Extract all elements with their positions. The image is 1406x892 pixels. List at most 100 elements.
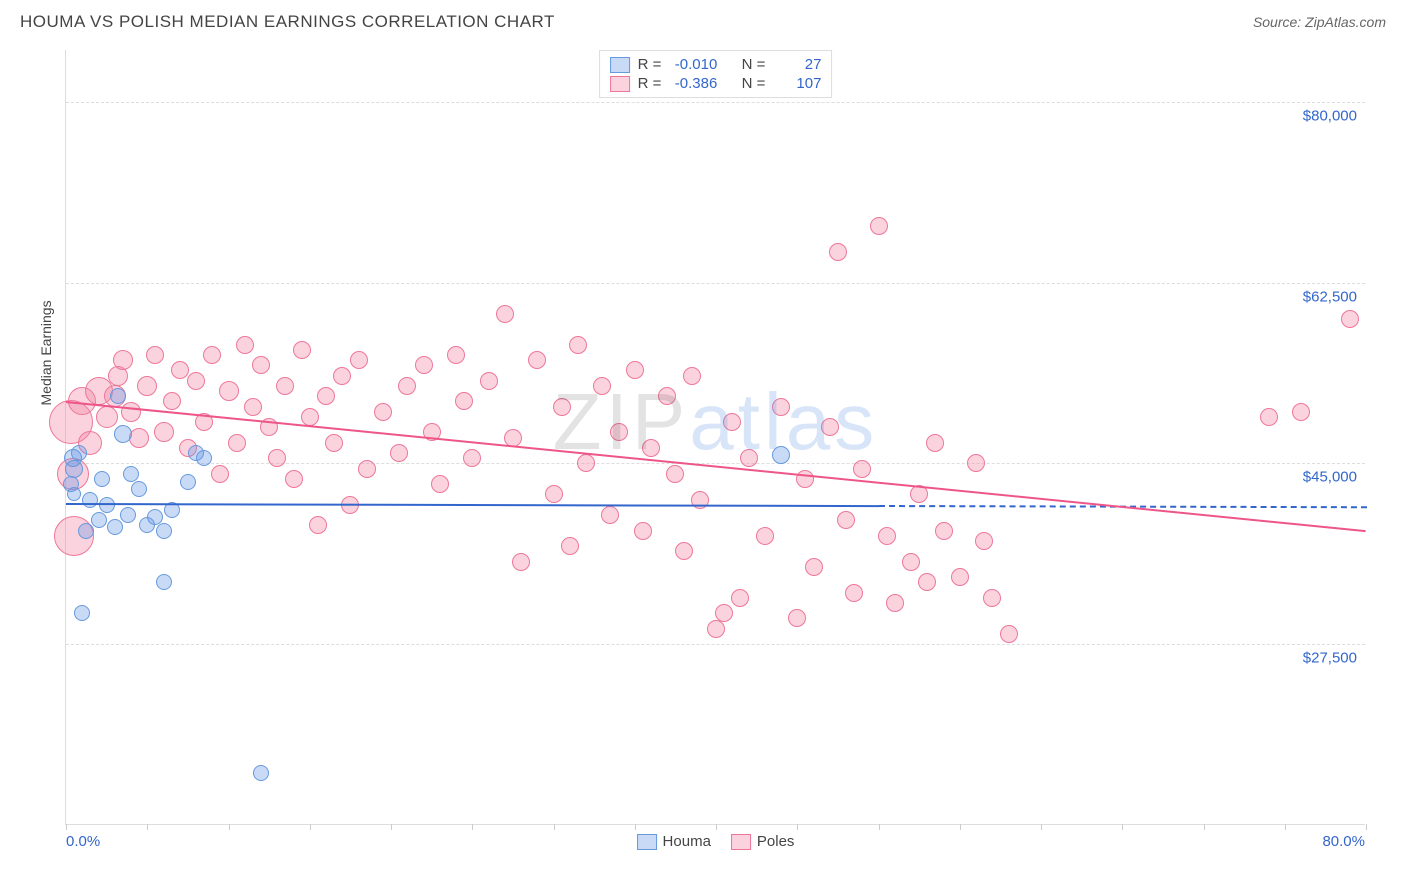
data-point: [666, 465, 684, 483]
data-point: [1000, 625, 1018, 643]
data-point: [431, 475, 449, 493]
data-point: [853, 460, 871, 478]
x-tick: [716, 824, 717, 830]
data-point: [96, 406, 118, 428]
data-point: [268, 449, 286, 467]
data-point: [626, 361, 644, 379]
legend-series-label: Poles: [757, 833, 795, 850]
data-point: [886, 594, 904, 612]
data-point: [244, 398, 262, 416]
legend-stat-row: R = -0.386 N = 107: [610, 74, 822, 93]
data-point: [447, 346, 465, 364]
x-tick: [554, 824, 555, 830]
data-point: [390, 444, 408, 462]
stat-n-label: N =: [742, 75, 766, 92]
data-point: [156, 574, 172, 590]
y-tick-label: $45,000: [1303, 469, 1357, 486]
stat-r-label: R =: [638, 75, 662, 92]
series-legend: Houma Poles: [637, 833, 795, 850]
data-point: [121, 402, 141, 422]
data-point: [82, 492, 98, 508]
data-point: [203, 346, 221, 364]
x-tick: [472, 824, 473, 830]
data-point: [480, 372, 498, 390]
data-point: [211, 465, 229, 483]
chart-header: HOUMA VS POLISH MEDIAN EARNINGS CORRELAT…: [20, 12, 1386, 32]
data-point: [1260, 408, 1278, 426]
data-point: [325, 434, 343, 452]
legend-swatch: [637, 834, 657, 850]
trend-line: [66, 401, 1366, 532]
data-point: [114, 425, 132, 443]
data-point: [796, 470, 814, 488]
data-point: [253, 765, 269, 781]
data-point: [1292, 403, 1310, 421]
data-point: [374, 403, 392, 421]
data-point: [731, 589, 749, 607]
data-point: [123, 466, 139, 482]
data-point: [301, 408, 319, 426]
x-tick: [1122, 824, 1123, 830]
legend-series-item: Poles: [731, 833, 795, 850]
data-point: [163, 392, 181, 410]
data-point: [463, 449, 481, 467]
data-point: [1341, 310, 1359, 328]
data-point: [967, 454, 985, 472]
data-point: [683, 367, 701, 385]
stat-n-value: 107: [773, 75, 821, 92]
data-point: [772, 398, 790, 416]
data-point: [593, 377, 611, 395]
data-point: [71, 445, 87, 461]
legend-series-item: Houma: [637, 833, 711, 850]
data-point: [146, 346, 164, 364]
data-point: [333, 367, 351, 385]
data-point: [772, 446, 790, 464]
data-point: [821, 418, 839, 436]
data-point: [658, 387, 676, 405]
data-point: [496, 305, 514, 323]
data-point: [317, 387, 335, 405]
data-point: [156, 523, 172, 539]
data-point: [569, 336, 587, 354]
data-point: [577, 454, 595, 472]
legend-swatch: [610, 57, 630, 73]
data-point: [129, 428, 149, 448]
x-axis-label-min: 0.0%: [66, 833, 100, 850]
legend-stat-row: R =-0.010 N =27: [610, 55, 822, 74]
x-tick: [797, 824, 798, 830]
data-point: [293, 341, 311, 359]
data-point: [845, 584, 863, 602]
data-point: [131, 481, 147, 497]
data-point: [935, 522, 953, 540]
x-tick: [1204, 824, 1205, 830]
data-point: [415, 356, 433, 374]
data-point: [983, 589, 1001, 607]
data-point: [723, 413, 741, 431]
gridline-h: [66, 283, 1365, 284]
plot-area: Median Earnings ZIPatlas 0.0% 80.0% R =-…: [65, 50, 1365, 825]
data-point: [171, 361, 189, 379]
data-point: [219, 381, 239, 401]
x-axis-label-max: 80.0%: [1322, 833, 1365, 850]
data-point: [715, 604, 733, 622]
data-point: [276, 377, 294, 395]
data-point: [902, 553, 920, 571]
data-point: [528, 351, 546, 369]
data-point: [252, 356, 270, 374]
data-point: [601, 506, 619, 524]
stat-n-value: 27: [773, 56, 821, 73]
stat-r-value: -0.386: [669, 75, 717, 92]
gridline-h: [66, 644, 1365, 645]
trend-line: [66, 503, 879, 507]
x-tick: [1366, 824, 1367, 830]
data-point: [878, 527, 896, 545]
stat-r-label: R =: [638, 56, 662, 73]
data-point: [756, 527, 774, 545]
data-point: [65, 460, 83, 478]
x-tick: [879, 824, 880, 830]
data-point: [120, 507, 136, 523]
data-point: [975, 532, 993, 550]
x-tick: [391, 824, 392, 830]
data-point: [610, 423, 628, 441]
data-point: [180, 474, 196, 490]
